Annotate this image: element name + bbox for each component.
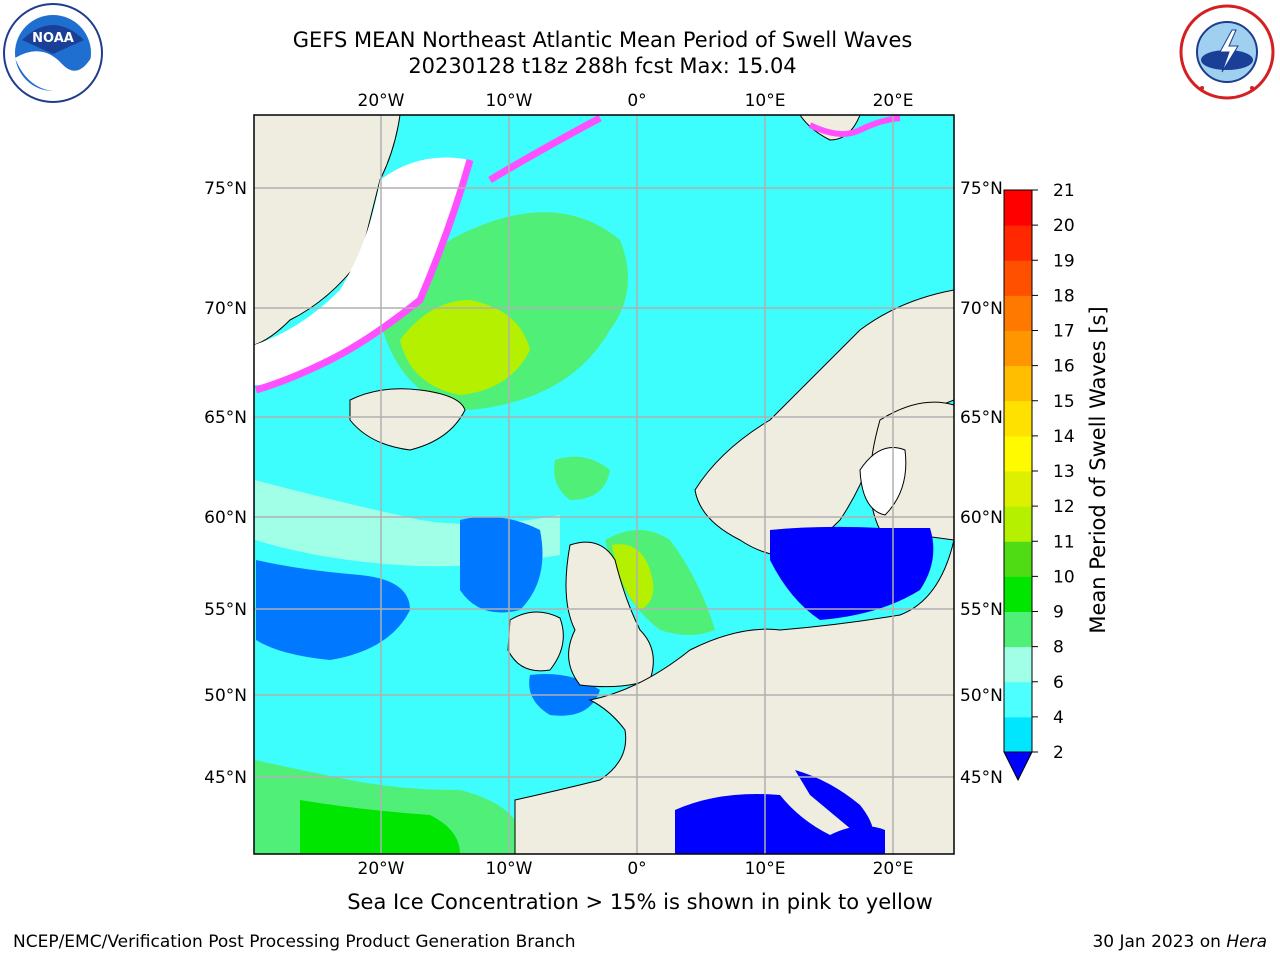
lon-label: 20°W [358, 859, 405, 879]
swell-period-field [255, 212, 715, 854]
colorbar-tick-label: 8 [1053, 638, 1064, 658]
colorbar-band [1004, 365, 1032, 402]
lat-label: 70°N [960, 299, 1003, 319]
colorbar-band [1004, 611, 1032, 648]
colorbar-tick-label: 21 [1053, 181, 1075, 201]
swell-low-period-west [256, 560, 410, 660]
lon-label: 0° [627, 91, 646, 111]
lon-label: 10°E [745, 91, 786, 111]
colorbar-band [1004, 330, 1032, 367]
greenland-ice-gap [254, 157, 470, 385]
lon-label: 10°E [745, 859, 786, 879]
footer-date-text: 30 Jan 2023 on [1092, 932, 1227, 952]
sea-ice-caption: Sea Ice Concentration > 15% is shown in … [347, 890, 933, 914]
colorbar-band [1004, 646, 1032, 683]
lat-label: 65°N [204, 408, 247, 428]
lat-label: 50°N [204, 686, 247, 706]
colorbar-band [1004, 716, 1032, 753]
lon-label: 10°W [486, 859, 533, 879]
map-frame [253, 114, 955, 855]
lat-labels-right: 75°N 70°N 65°N 60°N 55°N 50°N 45°N [960, 179, 1003, 788]
ireland [507, 611, 564, 672]
sea-ice-edge-svalbard [808, 115, 901, 137]
europe-mainland [514, 539, 954, 854]
noaa-logo-text: NOAA [32, 31, 74, 46]
lat-label: 45°N [960, 768, 1003, 788]
lat-label: 45°N [204, 768, 247, 788]
colorbar-tick-label: 12 [1053, 497, 1075, 517]
chart-subtitle: 20230128 t18z 288h fcst Max: 15.04 [408, 54, 797, 78]
colorbar-band [1004, 506, 1032, 542]
swell-faroe-zone [554, 456, 610, 500]
colorbar: 2 4 6 8 9 10 11 12 13 14 15 16 17 18 19 20 21 [1003, 181, 1075, 782]
colorbar-tick-label: 6 [1053, 673, 1064, 693]
lat-label: 75°N [960, 179, 1003, 199]
colorbar-band [1004, 190, 1032, 226]
colorbar-tick-label: 11 [1053, 532, 1075, 552]
map-area [254, 115, 954, 854]
colorbar-tick-label: 13 [1053, 462, 1075, 482]
colorbar-band [1004, 260, 1032, 296]
lon-label: 20°E [873, 91, 914, 111]
mediterranean-sea [675, 794, 885, 854]
lon-label: 20°W [358, 91, 405, 111]
colorbar-tick-label: 18 [1053, 286, 1075, 306]
lon-label: 0° [627, 859, 646, 879]
colorbar-band [1004, 471, 1032, 507]
swell-north-sea-core [612, 544, 654, 610]
colorbar-band [1004, 576, 1032, 612]
lat-label: 65°N [960, 408, 1003, 428]
gridlines [254, 115, 954, 854]
lon-label: 10°W [486, 91, 533, 111]
gulf-of-bothnia-ice [859, 447, 907, 516]
noaa-logo: NOAA [3, 3, 103, 103]
lat-labels-left: 75°N 70°N 65°N 60°N 55°N 50°N 45°N [204, 179, 247, 788]
land-masses [254, 115, 954, 854]
chart-title: GEFS MEAN Northeast Atlantic Mean Period… [292, 28, 913, 52]
lat-label: 50°N [960, 686, 1003, 706]
colorbar-band [1004, 295, 1032, 331]
colorbar-band [1004, 225, 1032, 261]
colorbar-under-triangle [1003, 751, 1033, 782]
colorbar-bands [1003, 189, 1033, 782]
colorbar-ticks: 2 4 6 8 9 10 11 12 13 14 15 16 17 18 19 20 21 [1032, 181, 1075, 763]
footer-credit: NCEP/EMC/Verification Post Processing Pr… [13, 932, 576, 952]
colorbar-tick-label: 16 [1053, 357, 1075, 377]
lat-label: 55°N [204, 600, 247, 620]
lon-label: 20°E [873, 859, 914, 879]
adriatic-sea [795, 770, 874, 845]
colorbar-tick-label: 10 [1053, 567, 1075, 587]
colorbar-tick-label: 15 [1053, 392, 1075, 412]
footer-host: Hera [1226, 932, 1267, 952]
colorbar-tick-label: 14 [1053, 427, 1075, 447]
lat-label: 70°N [204, 299, 247, 319]
colorbar-band [1004, 435, 1032, 472]
swell-low-period-center [460, 516, 543, 613]
colorbar-band [1004, 541, 1032, 577]
lat-label: 75°N [204, 179, 247, 199]
colorbar-band [1004, 681, 1032, 718]
swell-south-core [300, 800, 460, 854]
lon-labels-top: 20°W 10°W 0° 10°E 20°E [358, 91, 914, 111]
sea-ice-edge-north [488, 115, 602, 184]
colorbar-band [1004, 400, 1032, 437]
colorbar-tick-label: 9 [1053, 603, 1064, 623]
nws-logo [1179, 4, 1275, 100]
colorbar-tick-label: 4 [1053, 708, 1064, 728]
colorbar-tick-label: 20 [1053, 216, 1075, 236]
colorbar-tick-label: 2 [1053, 743, 1064, 763]
colorbar-tick-label: 19 [1053, 251, 1075, 271]
lat-label: 55°N [960, 600, 1003, 620]
swell-long-period-core [400, 300, 530, 395]
colorbar-tick-label: 17 [1053, 322, 1075, 342]
footer-date: 30 Jan 2023 on Hera [1092, 932, 1267, 952]
lon-labels-bottom: 20°W 10°W 0° 10°E 20°E [358, 859, 914, 879]
lat-label: 60°N [204, 508, 247, 528]
lat-label: 60°N [960, 508, 1003, 528]
sea-ice-edge-greenland [255, 159, 474, 394]
colorbar-title: Mean Period of Swell Waves [s] [1086, 306, 1110, 634]
sea-ice-edge [255, 115, 901, 394]
